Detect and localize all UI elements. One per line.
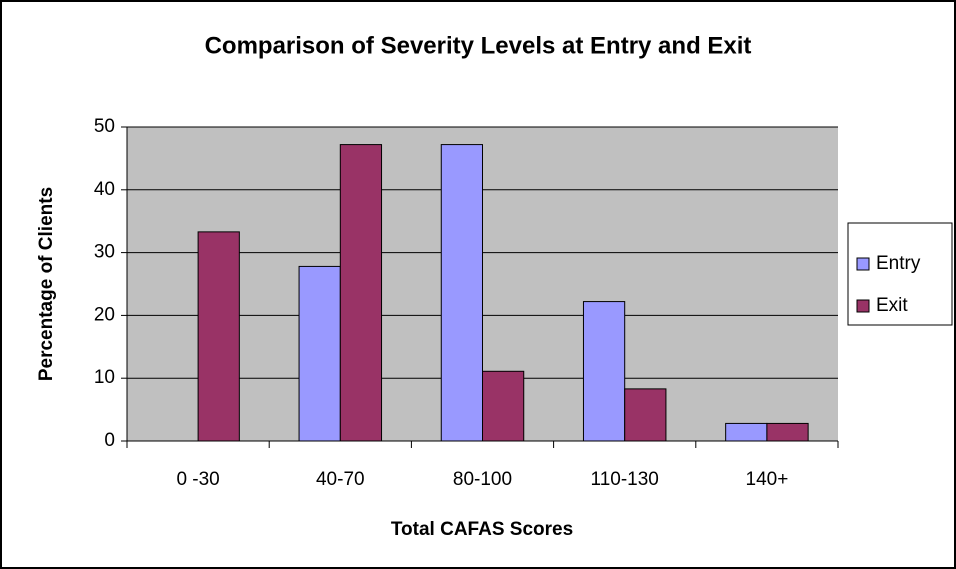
legend-swatch: [856, 257, 870, 271]
x-tick-label: 0 -30: [176, 469, 219, 490]
x-tick-label: 140+: [746, 469, 789, 490]
y-tick-label: 0: [104, 430, 115, 451]
legend-label: Entry: [876, 253, 921, 274]
bar: [197, 231, 240, 442]
y-tick-label: 20: [94, 304, 115, 325]
chart-title: Comparison of Severity Levels at Entry a…: [205, 32, 752, 59]
x-tick-label: 40-70: [316, 469, 365, 490]
bar: [339, 144, 383, 442]
y-tick-label: 40: [94, 179, 115, 200]
bar: [766, 422, 809, 442]
y-tick-label: 10: [94, 367, 115, 388]
bar: [624, 388, 667, 442]
y-axis-label: Percentage of Clients: [36, 187, 57, 381]
x-tick-label: 80-100: [453, 469, 512, 490]
legend-label: Exit: [876, 295, 908, 316]
bar: [298, 265, 341, 442]
x-tick-label: 110-130: [591, 469, 659, 490]
bar: [482, 370, 525, 442]
bar: [440, 144, 483, 442]
y-tick-label: 50: [94, 116, 115, 137]
bar: [582, 301, 626, 442]
y-tick-label: 30: [94, 242, 115, 263]
legend-swatch: [856, 299, 870, 313]
x-axis-label: Total CAFAS Scores: [391, 519, 573, 540]
bar: [725, 422, 768, 442]
